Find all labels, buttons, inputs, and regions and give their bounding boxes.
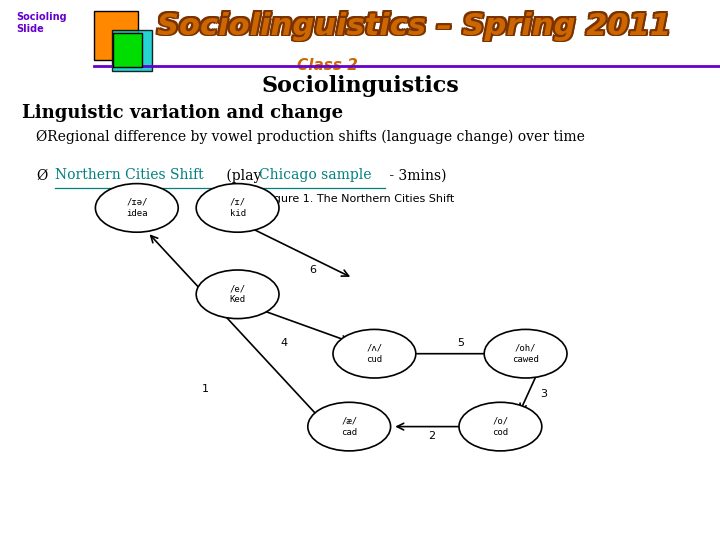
Text: Sociolinguistics – Spring 2011: Sociolinguistics – Spring 2011 <box>159 12 673 41</box>
Text: Sociolinguistics – Spring 2011: Sociolinguistics – Spring 2011 <box>155 10 669 39</box>
FancyBboxPatch shape <box>113 33 142 67</box>
Text: 5: 5 <box>457 338 464 348</box>
Text: Sociolinguistics – Spring 2011: Sociolinguistics – Spring 2011 <box>155 14 669 43</box>
Ellipse shape <box>95 184 179 232</box>
Text: Sociolinguistics – Spring 2011: Sociolinguistics – Spring 2011 <box>157 14 671 43</box>
Text: - 3mins): - 3mins) <box>385 168 446 183</box>
Text: /ʌ/
cud: /ʌ/ cud <box>366 343 382 364</box>
Text: Sociolinguistics: Sociolinguistics <box>261 75 459 97</box>
Text: Sociolinguistics – Spring 2011: Sociolinguistics – Spring 2011 <box>159 10 673 39</box>
Text: Class 2: Class 2 <box>297 58 358 73</box>
Ellipse shape <box>196 270 279 319</box>
Text: Linguistic variation and change: Linguistic variation and change <box>22 104 343 122</box>
Text: 1: 1 <box>202 384 209 394</box>
Text: (play: (play <box>222 168 266 183</box>
Text: /æ/
cad: /æ/ cad <box>341 416 357 437</box>
Text: Northern Cities Shift: Northern Cities Shift <box>55 168 203 183</box>
Text: /oh/
cawed: /oh/ cawed <box>512 343 539 364</box>
Text: Chicago sample: Chicago sample <box>259 168 372 183</box>
FancyBboxPatch shape <box>112 30 152 71</box>
Text: Socioling
Slide: Socioling Slide <box>16 12 66 34</box>
Ellipse shape <box>307 402 390 451</box>
Ellipse shape <box>459 402 541 451</box>
Text: Sociolinguistics – Spring 2011: Sociolinguistics – Spring 2011 <box>157 12 671 41</box>
Text: /ɪ/
kid: /ɪ/ kid <box>230 198 246 218</box>
Ellipse shape <box>485 329 567 378</box>
Text: ØRegional difference by vowel production shifts (language change) over time: ØRegional difference by vowel production… <box>36 130 585 144</box>
Text: 3: 3 <box>540 389 547 399</box>
Text: 13: 13 <box>119 57 138 71</box>
Text: /ɪə/
idea: /ɪə/ idea <box>126 198 148 218</box>
Text: /o/
cod: /o/ cod <box>492 416 508 437</box>
Ellipse shape <box>196 184 279 232</box>
Text: 2: 2 <box>428 431 436 441</box>
Text: /e/
Ked: /e/ Ked <box>230 284 246 305</box>
Text: 6: 6 <box>310 265 317 275</box>
Text: Ø: Ø <box>36 168 48 183</box>
Text: Sociolinguistics – Spring 2011: Sociolinguistics – Spring 2011 <box>157 10 671 39</box>
Text: Sociolinguistics – Spring 2011: Sociolinguistics – Spring 2011 <box>159 14 673 43</box>
Text: Sociolinguistics – Spring 2011: Sociolinguistics – Spring 2011 <box>155 12 669 41</box>
Text: 4: 4 <box>281 338 288 348</box>
FancyBboxPatch shape <box>94 11 138 60</box>
Ellipse shape <box>333 329 416 378</box>
Text: Figure 1. The Northern Cities Shift: Figure 1. The Northern Cities Shift <box>266 194 454 205</box>
